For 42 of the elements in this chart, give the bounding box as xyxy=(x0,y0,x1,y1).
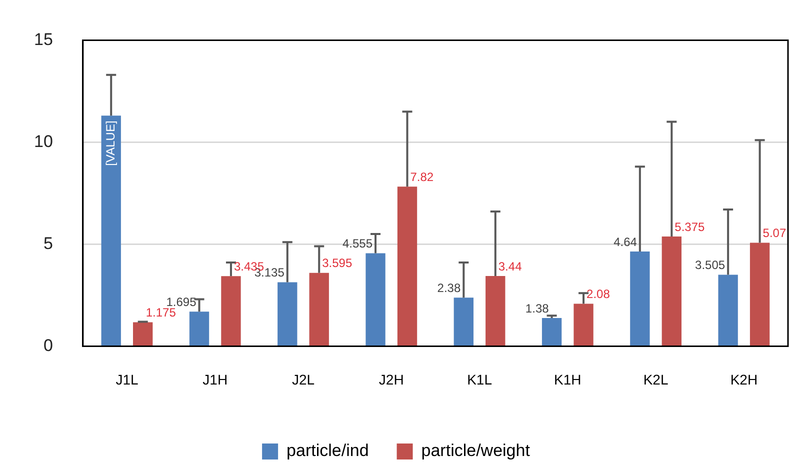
bar xyxy=(366,253,386,346)
bar xyxy=(397,186,418,346)
bar xyxy=(542,318,562,346)
data-label: 3.595 xyxy=(322,256,352,270)
bar xyxy=(454,298,474,346)
bar xyxy=(718,274,738,346)
bar xyxy=(133,322,153,346)
data-label: 3.44 xyxy=(498,259,522,274)
data-label: 5.07 xyxy=(762,226,786,240)
data-label: 2.38 xyxy=(437,280,461,295)
data-label: 7.82 xyxy=(410,170,434,184)
bar xyxy=(101,116,121,346)
y-tick-label: 5 xyxy=(43,234,53,253)
bar xyxy=(574,304,594,346)
x-tick-label: J2H xyxy=(378,371,404,388)
data-label: 2.08 xyxy=(586,287,610,302)
legend-label: particle/ind xyxy=(286,441,369,460)
y-tick-label: 0 xyxy=(43,336,53,355)
bar xyxy=(278,282,298,346)
bar xyxy=(662,236,682,346)
bar xyxy=(486,276,506,346)
x-tick-label: J1L xyxy=(116,371,138,388)
bar xyxy=(221,276,241,346)
data-label: 1.38 xyxy=(525,301,550,316)
data-label: [VALUE] xyxy=(103,120,118,166)
x-tick-label: K2L xyxy=(643,371,668,388)
x-tick-label: J1H xyxy=(202,371,228,388)
x-tick-label: K1L xyxy=(467,371,492,388)
data-label: 5.375 xyxy=(674,220,706,234)
data-label: 4.555 xyxy=(342,236,373,251)
bar xyxy=(750,242,770,346)
bar xyxy=(309,272,329,346)
x-tick-label: K1H xyxy=(554,371,582,388)
data-label: 3.505 xyxy=(695,258,726,272)
legend-label: particle/weight xyxy=(421,441,530,460)
bar xyxy=(630,252,650,346)
bar xyxy=(189,312,210,346)
y-tick-label: 10 xyxy=(34,132,53,151)
x-tick-label: J2L xyxy=(292,371,315,388)
y-tick-label: 15 xyxy=(34,30,53,49)
data-label: 4.64 xyxy=(614,234,638,249)
x-tick-label: K2H xyxy=(730,371,758,388)
